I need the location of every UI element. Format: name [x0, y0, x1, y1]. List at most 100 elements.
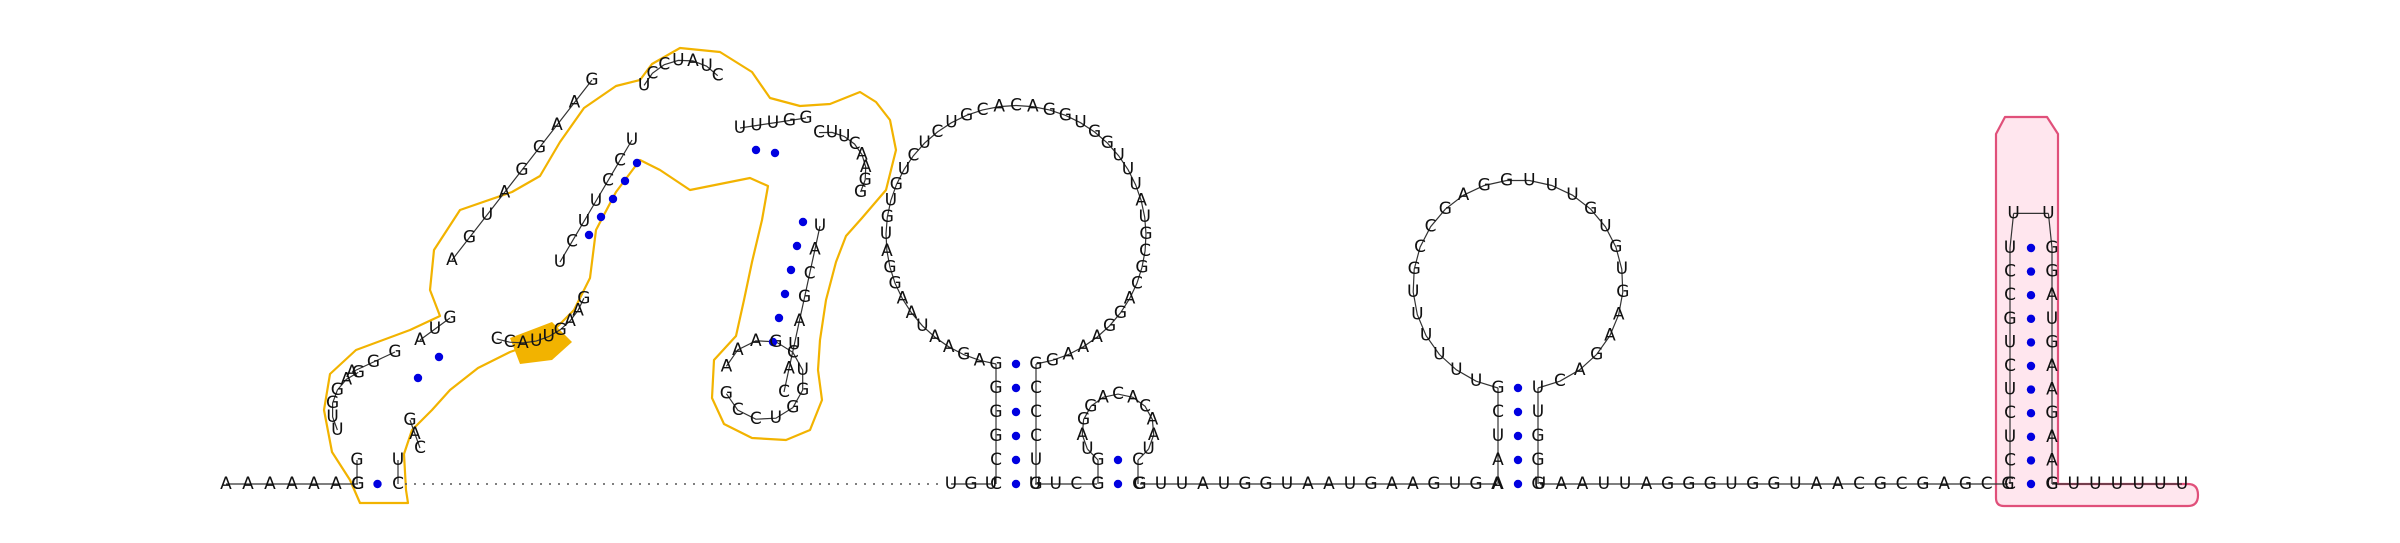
linker-6-nt: G	[1746, 474, 1759, 494]
domain1-inner-loop-nt: A	[517, 333, 529, 353]
domain1-stem-b-left-nt: G	[515, 160, 528, 180]
hairpin4-stem-right-nt: G	[1531, 450, 1544, 470]
domain1-stem-c-loop-nt: G	[859, 170, 872, 190]
hairpin2-loop-backbone	[885, 104, 1147, 361]
hairpin2-loop-nt: A	[881, 241, 893, 261]
hairpin2-loop-link-right	[1035, 359, 1053, 365]
tail-5prime-nt: A	[264, 474, 276, 494]
domain1-pair	[608, 194, 618, 204]
hairpin4-loop-nt: U	[1450, 360, 1462, 380]
hairpin4-loop-nt: G	[1439, 199, 1452, 219]
hairpin4-loop-nt: C	[1414, 237, 1426, 257]
hairpin5-loop-link-right	[2047, 213, 2053, 249]
hairpin4-pair	[1513, 479, 1523, 489]
hairpin2-stem-left-nt: G	[989, 354, 1002, 374]
hairpin2-loop-nt: A	[993, 97, 1005, 117]
hairpin2-loop-nt: C	[1010, 96, 1022, 116]
tail-5prime-nt: A	[242, 474, 254, 494]
hairpin5-stem-left-nt: C	[2004, 356, 2016, 376]
domain1-lower-loop-nt: A	[732, 340, 744, 360]
hairpin3-loop-nt: G	[1084, 396, 1097, 416]
tail-3prime-nt: C	[2046, 474, 2058, 494]
hairpin2-loop-nt: U	[1138, 207, 1150, 227]
hairpin2-loop-nt: U	[916, 316, 928, 336]
domain1-pair	[751, 145, 761, 155]
hairpin2-loop-nt: U	[898, 160, 910, 180]
linker-6-nt: U	[1619, 474, 1631, 494]
domain1-pair	[770, 148, 780, 158]
domain1-top-loop-nt: U	[672, 50, 684, 70]
tail-3prime-nt: U	[2154, 474, 2166, 494]
hairpin5-stem-left-nt: U	[2004, 427, 2016, 447]
domain1-inner-loop-nt: C	[491, 329, 503, 349]
hairpin5-pair	[2026, 267, 2036, 276]
domain1-stem-b-left-nt: G	[463, 228, 476, 248]
base-pair-layer	[373, 145, 2036, 489]
domain1-stem-b-left-nt: A	[569, 93, 581, 113]
hairpin3-loop-nt: A	[1076, 425, 1088, 445]
linker-6-nt: G	[2001, 474, 2014, 494]
domain1-stem-c-right-nt: U	[814, 216, 826, 236]
domain1-stem-c-right-nt: C	[778, 382, 790, 402]
linker-4-nt: U	[1029, 474, 1041, 494]
hairpin2-stem-left-nt: G	[989, 402, 1002, 422]
domain1-top-loop-nt: C	[712, 66, 724, 86]
hairpin5-pair	[2026, 432, 2036, 441]
hairpin5-stem-left-nt: G	[2003, 309, 2016, 329]
hairpin5-stem-left-nt: C	[2004, 403, 2016, 423]
domain1-stem-b-left-nt: U	[481, 205, 493, 225]
domain1-pair	[413, 373, 423, 383]
domain1-connector-backbone	[419, 317, 451, 341]
hairpin5-loop-nt: U	[2007, 203, 2019, 223]
hairpin4-pair	[1513, 431, 1523, 441]
linker-5-nt: G	[1427, 474, 1440, 494]
hairpin5-pair	[2026, 243, 2036, 253]
domain1-stem-c-loop-nt: C	[813, 123, 825, 143]
hairpin2-loop-nt: G	[957, 345, 970, 365]
domain1-lower-loop-nt: C	[787, 342, 799, 362]
linker-6-nt: U	[1725, 474, 1737, 494]
hairpin2-pair	[1011, 479, 1021, 489]
domain1-stem-c-loop-nt: G	[854, 182, 867, 202]
hairpin2-stem-left-nt: C	[990, 450, 1002, 470]
hairpin5-highlight	[1994, 115, 2200, 508]
linker-5-nt: G	[1133, 474, 1146, 494]
hairpin4-stem-left-nt: C	[1492, 402, 1504, 422]
hairpin2-loop-nt: G	[1135, 257, 1148, 277]
domain1-lower-loop-backbone	[725, 340, 804, 420]
hairpin4-loop-nt: C	[1425, 217, 1437, 237]
linker-6-nt: C	[1981, 474, 1993, 494]
domain1-inner-loop-nt: U	[542, 327, 554, 347]
hairpin4-loop-nt: G	[1609, 237, 1622, 257]
domain1-stem-c-left-nt: U	[767, 113, 779, 133]
hairpin3-loop-nt: G	[1077, 410, 1090, 430]
hairpin2-stem-right-nt: C	[1030, 402, 1042, 422]
hairpin2-pair	[1011, 455, 1021, 465]
hairpin3-loop-nt: A	[1148, 425, 1160, 445]
hairpin5-stem-right-nt: A	[2046, 450, 2058, 470]
hairpin4-loop-link-right	[1537, 380, 1561, 389]
linker-6-nt: G	[1767, 474, 1780, 494]
hairpin2-loop-nt: U	[885, 191, 897, 211]
domain1-lower-loop-nt: C	[750, 409, 762, 429]
hairpin5-loop-nt: U	[2042, 203, 2054, 223]
linker-5-nt: G	[1364, 474, 1377, 494]
linker-6-nt: G	[1704, 474, 1717, 494]
domain1-hairpin-a-nt: G	[326, 393, 339, 413]
hairpin4-loop-nt: G	[1478, 176, 1491, 196]
domain1-stem-c-loop-backbone	[819, 131, 867, 193]
linker-6-nt: G	[1682, 474, 1695, 494]
hairpin2-loop-nt: A	[1091, 327, 1103, 347]
domain1-lower-loop-nt: A	[750, 331, 762, 351]
domain1-stem-a-right-upper-nt: C	[414, 438, 426, 458]
linker-6-nt: A	[1938, 474, 1950, 494]
domain1-stem-c-right-nt: G	[798, 287, 811, 307]
domain1-inner-loop-nt: A	[572, 300, 584, 320]
domain1-pair	[584, 230, 594, 240]
hairpin4-loop-nt: U	[1546, 176, 1558, 196]
hairpin3-pair	[1113, 455, 1123, 465]
hairpin2-loop-nt: U	[1129, 175, 1141, 195]
domain1-stem-b-left-nt: A	[551, 115, 563, 135]
domain1-stem-b-right-nt: C	[566, 232, 578, 252]
hairpin3-loop-nt: A	[1127, 387, 1139, 407]
